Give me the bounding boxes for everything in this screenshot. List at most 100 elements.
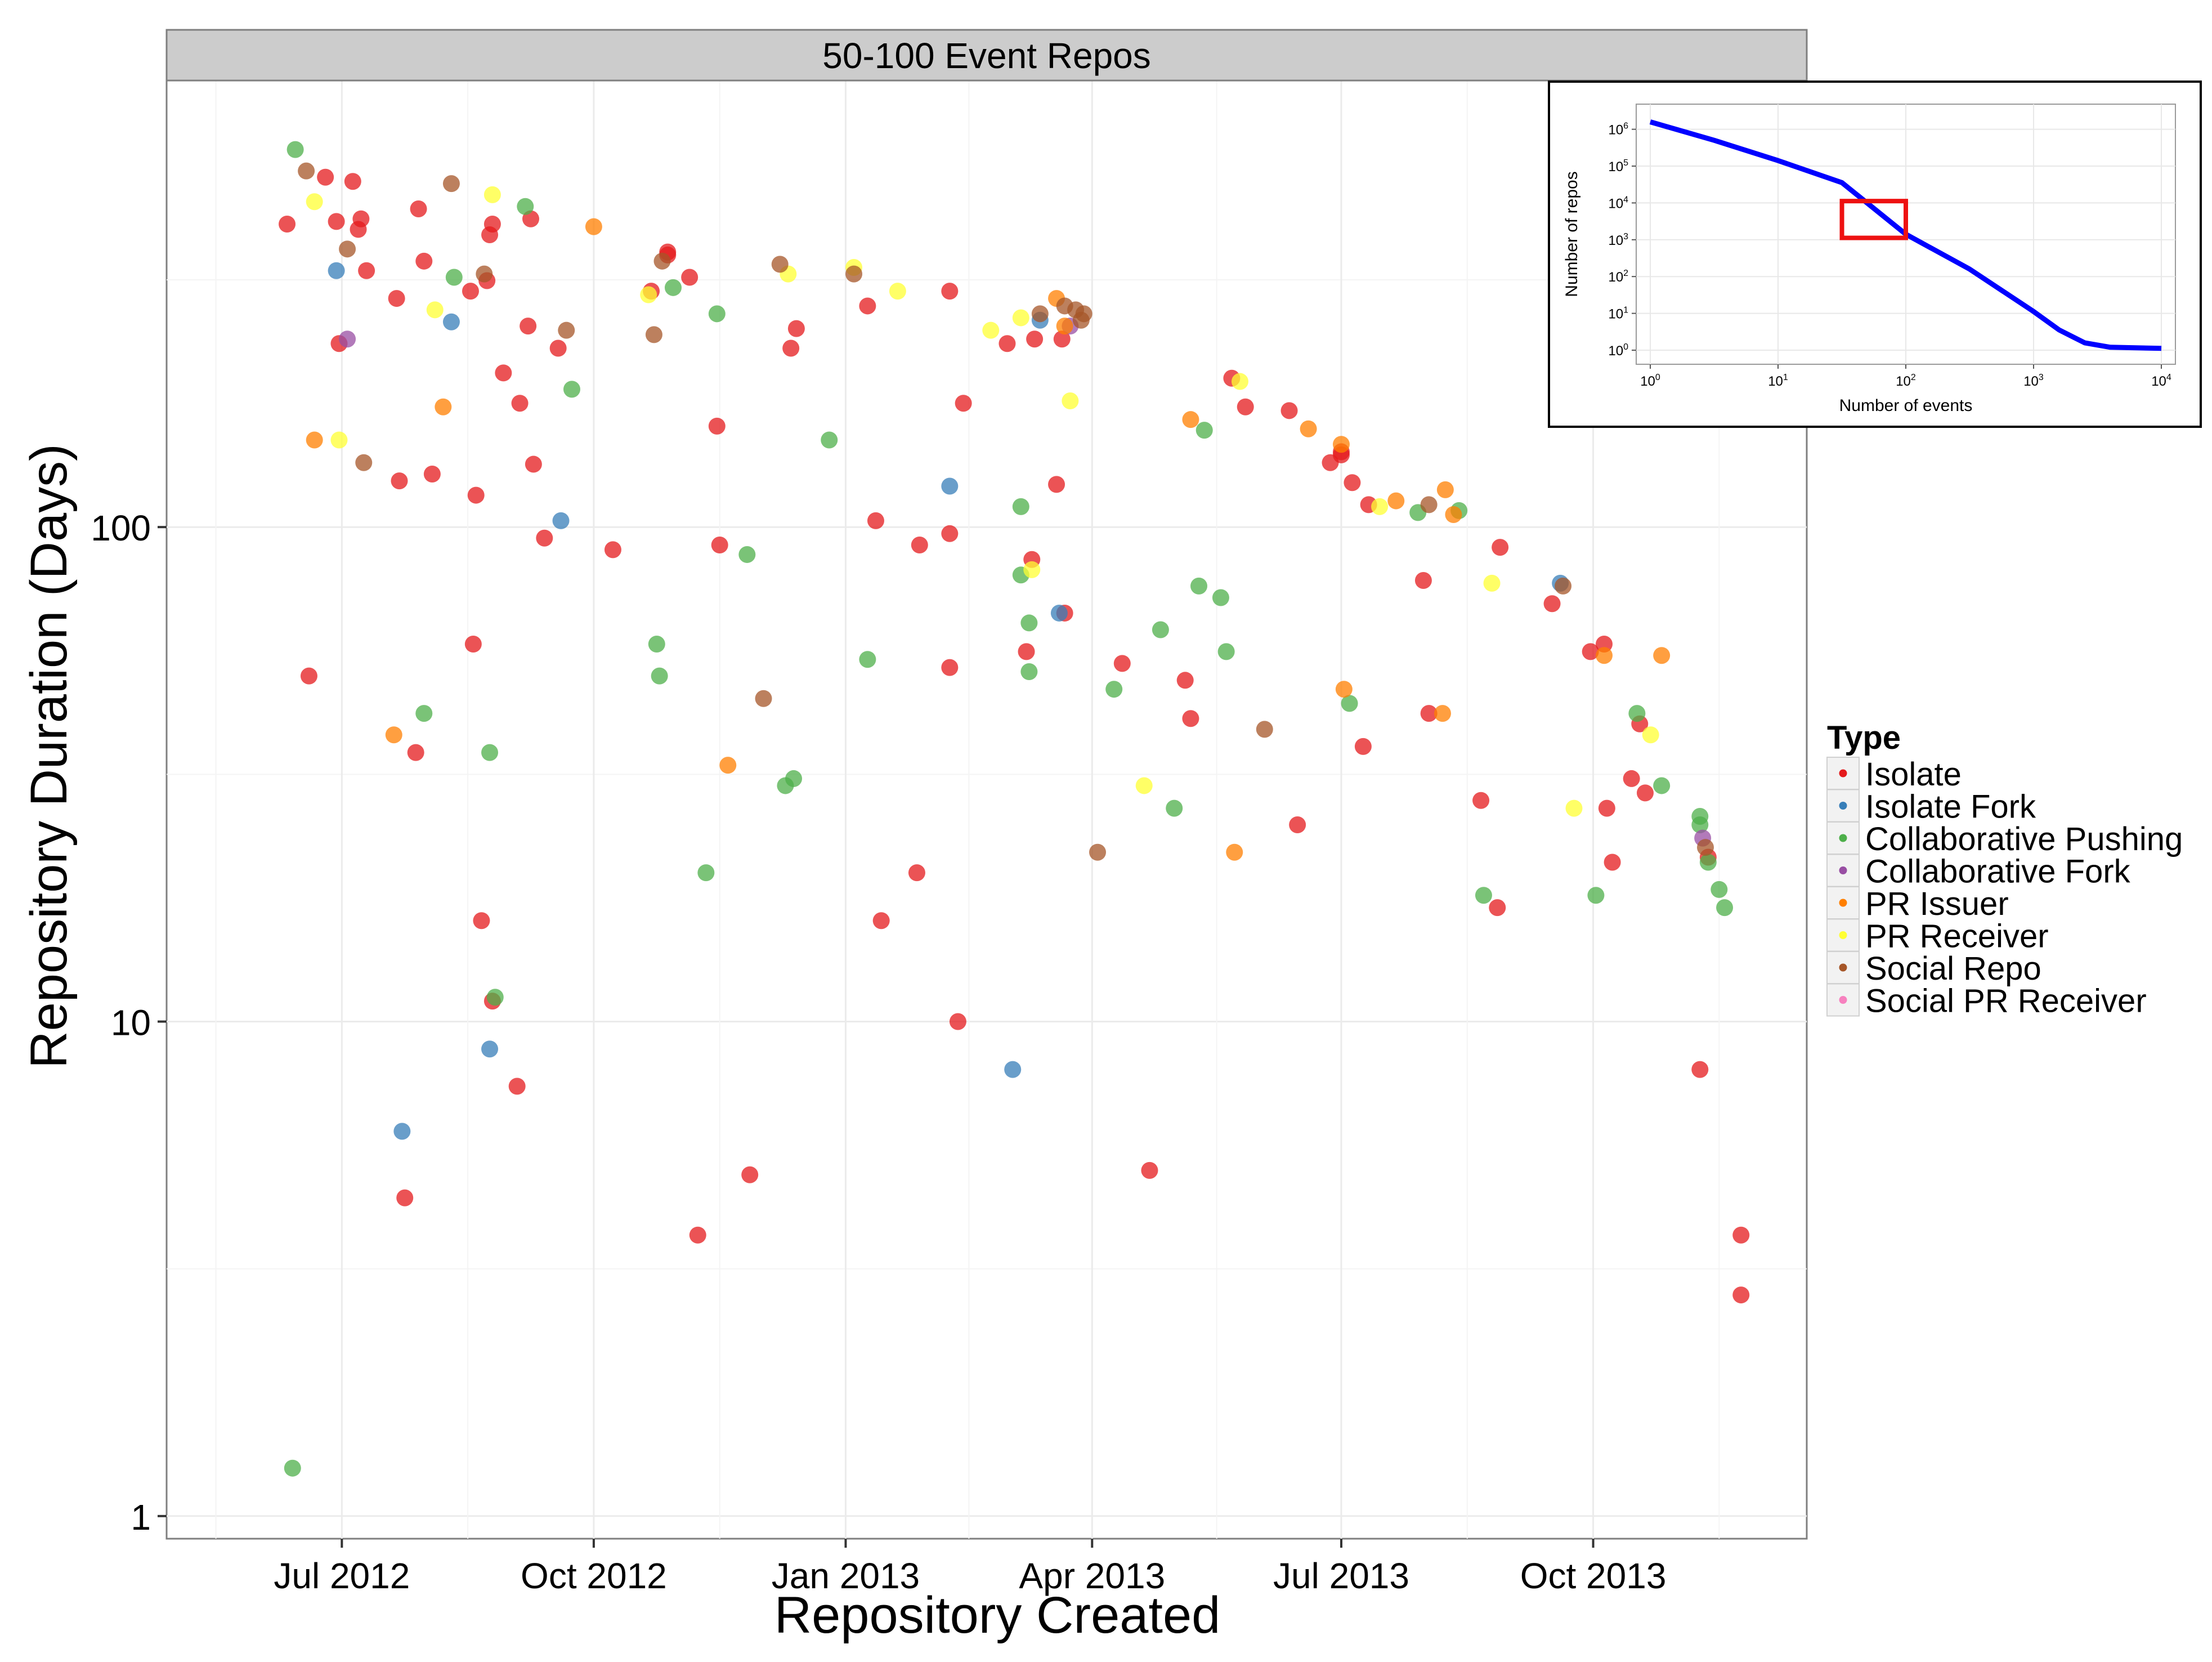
point-pr-issuer (385, 726, 402, 744)
legend-label: Isolate Fork (1865, 789, 2036, 825)
point-isolate (949, 1013, 966, 1030)
point-isolate-fork (1050, 604, 1068, 622)
point-social-repo (1697, 839, 1714, 856)
point-isolate (1636, 784, 1654, 802)
inset-curve (1649, 119, 2162, 351)
point-isolate (396, 1189, 414, 1207)
x-tick-label: Jul 2013 (1273, 1556, 1409, 1596)
point-collaborative-pushing (1475, 887, 1492, 904)
point-isolate (908, 864, 925, 882)
point-collaborative-pushing (697, 864, 715, 882)
point-isolate (859, 297, 876, 315)
point-isolate (1492, 539, 1509, 556)
legend-key-point (1839, 996, 1847, 1004)
point-isolate-fork (1004, 1061, 1022, 1078)
point-isolate (1237, 398, 1254, 416)
point-isolate (467, 486, 485, 504)
inset-highlight-box (1839, 199, 1908, 240)
facet-strip (165, 29, 1808, 82)
point-isolate (1732, 1226, 1750, 1244)
point-isolate-fork (393, 1123, 411, 1140)
point-social-repo (1031, 305, 1049, 323)
point-isolate (1354, 738, 1372, 755)
point-pr-issuer (1445, 506, 1462, 523)
point-isolate (1182, 710, 1199, 727)
legend-key-point (1839, 931, 1847, 939)
point-isolate (391, 472, 408, 490)
point-isolate (410, 200, 427, 218)
point-collaborative-pushing (1105, 681, 1123, 698)
legend-key-box (1826, 789, 1860, 823)
point-social-repo (845, 265, 863, 283)
point-pr-issuer (1226, 843, 1243, 861)
point-pr-receiver (1062, 392, 1079, 409)
legend-label: Collaborative Fork (1865, 854, 2131, 890)
point-isolate (1176, 672, 1194, 689)
point-isolate-fork (552, 512, 570, 529)
point-isolate (388, 290, 405, 307)
y-axis-title: Repository Duration (Days) (20, 444, 78, 1068)
point-isolate (407, 744, 424, 761)
point-social-repo (1256, 721, 1273, 738)
point-collaborative-pushing (664, 279, 682, 296)
point-collaborative-pushing (1587, 887, 1605, 904)
point-collaborative-pushing (481, 744, 499, 761)
point-isolate (317, 168, 334, 186)
point-isolate (328, 213, 345, 230)
point-pr-receiver (1642, 726, 1659, 744)
point-isolate (1018, 643, 1035, 660)
point-pr-issuer (1653, 647, 1671, 664)
point-isolate (1420, 705, 1438, 722)
x-tick-label: Jul 2012 (274, 1556, 410, 1596)
point-isolate (1141, 1161, 1158, 1179)
point-isolate (511, 395, 529, 412)
x-axis-title: Repository Created (774, 1587, 1221, 1644)
point-isolate (872, 912, 890, 930)
point-pr-issuer (1596, 647, 1613, 664)
x-axis: Jul 2012 Oct 2012 Jan 2013 Apr 2013 Jul 2013… (274, 1539, 1666, 1596)
point-collaborative-pushing (785, 770, 803, 787)
point-social-repo (755, 690, 772, 707)
point-isolate-fork (941, 477, 959, 495)
inset-figure: 100 101 102 103 104100101102103104105106Numb… (1548, 81, 2202, 428)
point-isolate (689, 1226, 706, 1244)
point-isolate (279, 215, 296, 233)
point-isolate (787, 320, 805, 337)
point-isolate (1489, 899, 1506, 917)
point-collaborative-pushing (1012, 498, 1029, 515)
point-collaborative-pushing (1691, 816, 1709, 833)
point-isolate (344, 173, 361, 190)
point-pr-issuer (1436, 481, 1454, 498)
legend-key-point (1839, 866, 1847, 874)
x-tick-label: Oct 2012 (521, 1556, 667, 1596)
legend-label: Collaborative Pushing (1865, 821, 2183, 857)
point-pr-receiver (1483, 574, 1501, 592)
point-collaborative-pushing (738, 546, 756, 563)
point-collaborative-pushing (1341, 695, 1358, 712)
x-tick-label: Oct 2013 (1520, 1556, 1667, 1596)
y-tick-label: 10 (111, 1003, 151, 1043)
point-isolate (520, 318, 537, 335)
point-pr-receiver (1012, 309, 1029, 327)
y-axis: 1 10 100 (91, 508, 167, 1538)
legend-key-box (1826, 918, 1860, 952)
point-collaborative-pushing (486, 989, 504, 1006)
point-pr-receiver (426, 301, 444, 319)
inset-y-axis-title: Number of repos (1562, 171, 1581, 297)
point-isolate-fork (328, 262, 345, 279)
point-isolate (1113, 655, 1131, 672)
point-collaborative-pushing (859, 651, 876, 668)
point-isolate (495, 364, 512, 382)
point-isolate (464, 635, 482, 653)
point-isolate (867, 512, 884, 529)
point-isolate (1289, 816, 1306, 833)
point-isolate (549, 339, 567, 357)
point-pr-issuer (306, 431, 323, 449)
point-isolate (1582, 643, 1599, 660)
point-isolate (525, 455, 542, 473)
point-social-repo (339, 240, 356, 258)
point-isolate (358, 262, 375, 279)
point-isolate-fork (442, 313, 460, 330)
point-pr-issuer (1387, 492, 1405, 510)
